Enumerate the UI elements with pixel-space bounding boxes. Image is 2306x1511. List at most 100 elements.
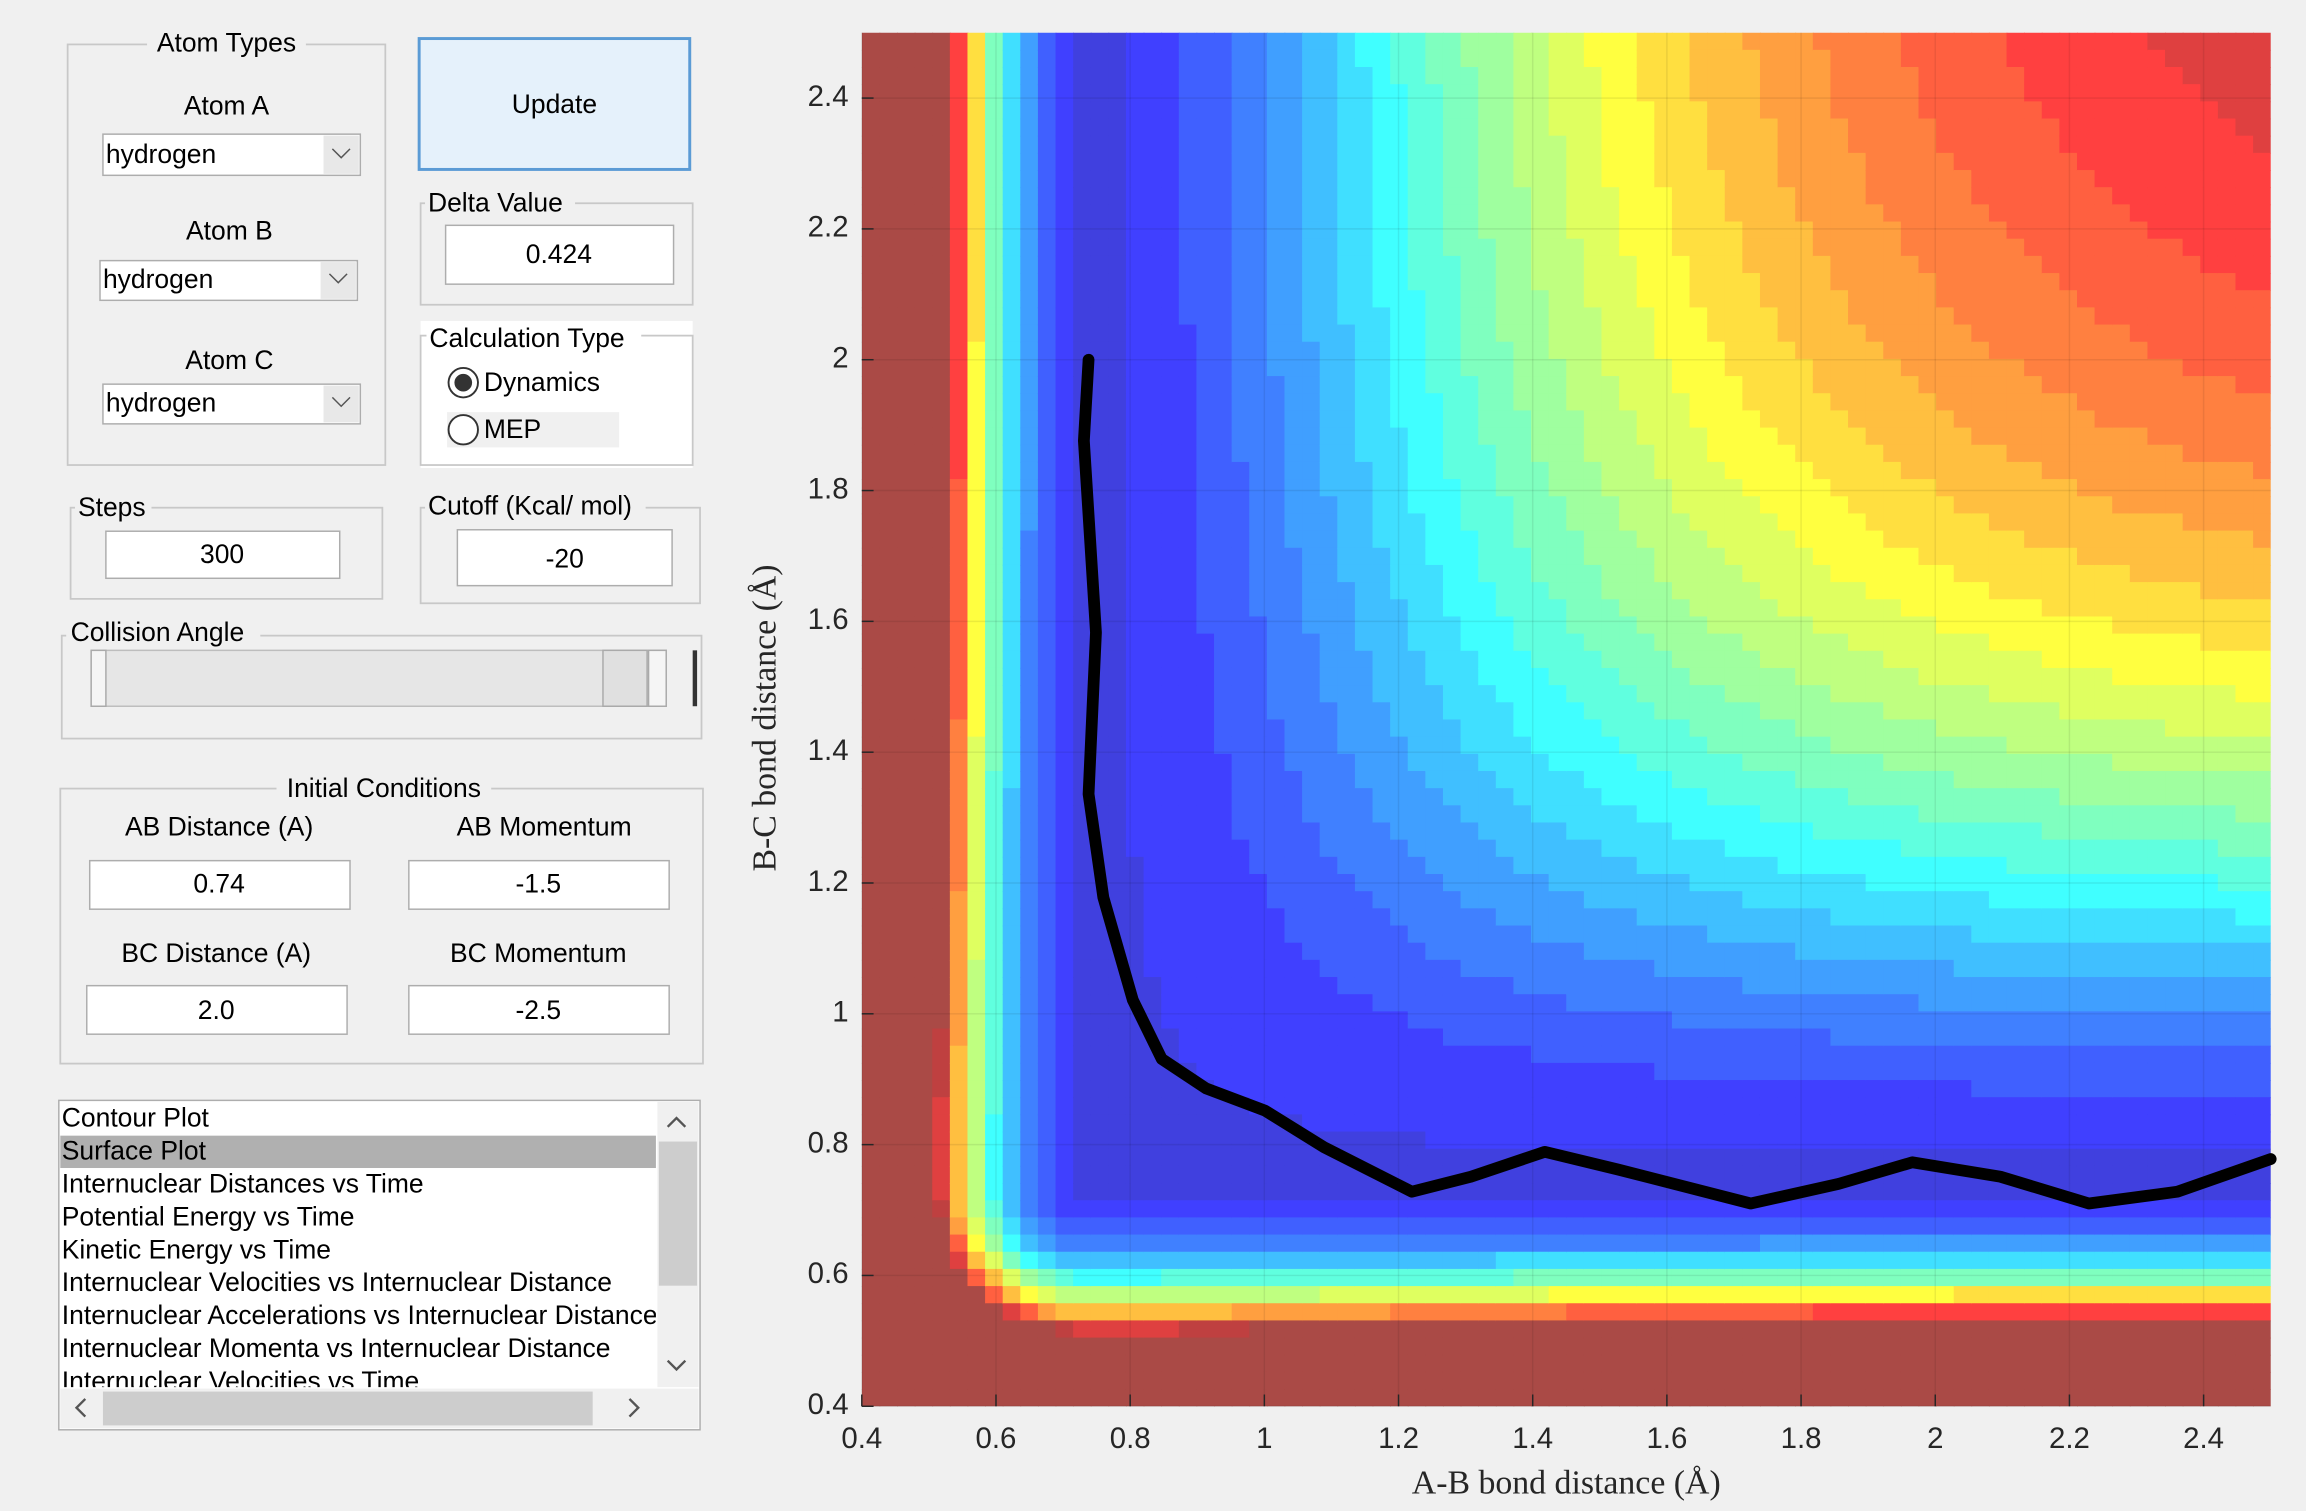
field-cell (1583, 599, 1603, 618)
field-cell (1037, 1217, 1057, 1236)
text-input[interactable] (105, 530, 341, 580)
field-cell (1583, 1200, 1603, 1219)
field-cell (1566, 135, 1585, 154)
field-cell (1337, 530, 1356, 549)
dropdown[interactable]: hydrogen (99, 259, 359, 302)
field-cell (1020, 49, 1039, 68)
radio-mep[interactable]: MEP (447, 414, 542, 446)
field-cell (1337, 32, 1356, 51)
field-cell (1266, 599, 1286, 618)
field-cell (1337, 221, 1356, 240)
field-cell (1795, 1114, 1814, 1133)
field-cell (1619, 273, 1638, 292)
field-cell (1125, 805, 1145, 824)
field-cell (1654, 1097, 1673, 1116)
field-cell (1266, 49, 1286, 68)
field-cell (1566, 891, 1585, 910)
field-cell (1689, 1217, 1709, 1236)
text-input[interactable] (88, 859, 351, 910)
dropdown[interactable]: hydrogen (102, 133, 362, 177)
delta-group: Delta Value 0.424 (419, 188, 694, 306)
field-cell (1337, 633, 1356, 652)
text-input[interactable] (456, 529, 673, 587)
field-cell (1671, 959, 1691, 978)
field-cell (1125, 1268, 1145, 1287)
field-cell (949, 1234, 969, 1253)
field-cell (1777, 187, 1797, 206)
field-cell (1178, 925, 1198, 944)
field-cell (1548, 273, 1568, 292)
radio-dynamics[interactable]: Dynamics (447, 367, 600, 399)
field-cell (1918, 530, 1937, 549)
field-cell (1548, 770, 1568, 790)
field-cell (1830, 805, 1849, 824)
field-cell (861, 101, 881, 120)
field-cell (1478, 1234, 1497, 1253)
field-cell (1354, 770, 1374, 790)
field-cell (1531, 1097, 1550, 1116)
field-cell (1178, 667, 1198, 687)
field-cell (932, 977, 951, 996)
field-cell (1707, 891, 1726, 910)
field-cell (1354, 84, 1374, 103)
field-cell (985, 221, 1004, 240)
field-cell (1689, 1080, 1709, 1099)
field-cell (1777, 667, 1797, 687)
field-cell (1636, 891, 1656, 910)
text-input[interactable] (408, 859, 670, 910)
field-cell (1707, 1045, 1726, 1064)
dropdown[interactable]: hydrogen (102, 383, 362, 425)
field-cell (1636, 856, 1656, 875)
field-cell (1601, 702, 1620, 721)
field-cell (1742, 1028, 1761, 1047)
field-cell (1531, 238, 1550, 257)
field-cell (1495, 376, 1515, 395)
field-cell (1689, 101, 1709, 120)
field-cell (1407, 1028, 1427, 1047)
field-cell (1196, 444, 1215, 463)
text-input[interactable] (86, 984, 348, 1035)
field-cell (1460, 959, 1480, 978)
field-cell (861, 719, 881, 738)
field-cell (967, 255, 986, 274)
text-input[interactable] (444, 224, 675, 285)
field-cell (1354, 49, 1374, 68)
field-cell (1196, 1028, 1215, 1047)
field-cell (1918, 582, 1937, 601)
field-cell (1125, 1028, 1145, 1047)
field-cell (1478, 461, 1497, 480)
field-cell (1636, 1200, 1656, 1219)
field-cell (1707, 702, 1726, 721)
field-cell (985, 1062, 1004, 1081)
field-cell (1073, 273, 1092, 292)
field-cell (1724, 839, 1744, 858)
field-cell (1002, 1286, 1022, 1305)
text-input[interactable] (408, 984, 670, 1035)
field-cell (1354, 1045, 1374, 1064)
field-cell (1548, 307, 1568, 326)
field-cell (949, 221, 969, 240)
field-cell (1390, 49, 1409, 68)
field-cell (1478, 101, 1497, 120)
field-cell (1125, 908, 1145, 927)
field-cell (1795, 702, 1814, 721)
field-cell (1231, 324, 1251, 343)
slider[interactable] (90, 649, 698, 707)
field-cell (1196, 187, 1215, 206)
update-button[interactable]: Update (417, 37, 692, 171)
field-cell (932, 1131, 951, 1150)
field-cell (1319, 788, 1339, 807)
field-cell (1742, 496, 1761, 515)
field-cell (1390, 461, 1409, 480)
field-cell (1249, 1320, 1268, 1339)
field-cell (1566, 685, 1585, 704)
field-cell (985, 839, 1004, 858)
field-cell (1425, 1148, 1444, 1167)
field-cell (1812, 513, 1832, 532)
field-cell (1812, 1234, 1832, 1253)
field-cell (1125, 444, 1145, 463)
field-cell (1601, 1011, 1620, 1030)
field-cell (1337, 1371, 1356, 1390)
field-cell (1002, 1251, 1022, 1270)
field-cell (1777, 1148, 1797, 1167)
